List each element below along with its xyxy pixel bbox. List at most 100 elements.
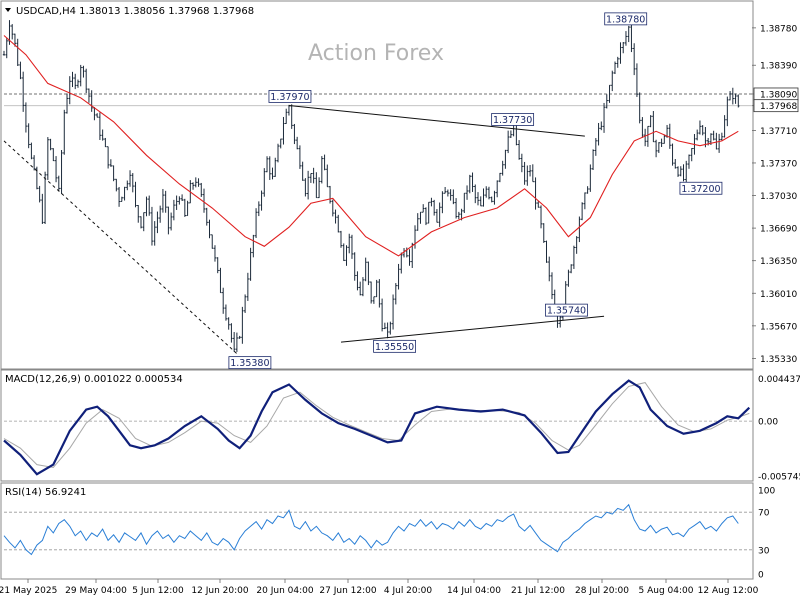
price-tick-label: 1.36010 xyxy=(760,290,797,300)
watermark: Action Forex xyxy=(308,41,444,66)
ohlc-bar xyxy=(30,142,33,160)
ohlc-bar xyxy=(676,166,680,177)
time-tick-label: 28 Jul 20:00 xyxy=(575,586,629,596)
ohlc-bar xyxy=(175,195,178,210)
ohlc-bar xyxy=(567,269,570,287)
moving-average-line xyxy=(3,35,739,257)
svg-text:1.35740: 1.35740 xyxy=(547,306,586,317)
ohlc-bar xyxy=(361,277,365,297)
svg-text:1.37970: 1.37970 xyxy=(270,92,309,103)
price-tick-label: 1.36350 xyxy=(760,257,797,267)
ohlc-bar xyxy=(137,204,140,223)
ohlc-bar xyxy=(16,38,19,66)
ohlc-bar xyxy=(301,161,304,181)
ohlc-bar xyxy=(578,216,581,243)
time-tick-label: 20 Jun 04:00 xyxy=(256,586,313,596)
macd-tick-label: 0.00 xyxy=(758,418,778,428)
ohlc-bar xyxy=(679,166,682,177)
y-axis-labels: 1.38780 1.38390 1.38090 1.37968 1.37710 1.373… xyxy=(752,24,800,581)
ohlc-bar xyxy=(542,223,545,243)
macd-tick-label: -0.005745 xyxy=(758,473,800,483)
ohlc-bar xyxy=(230,323,233,343)
ohlc-bar xyxy=(545,240,548,263)
ohlc-bar xyxy=(630,22,633,53)
ohlc-bar xyxy=(696,129,699,141)
ohlc-bar xyxy=(115,178,118,192)
ohlc-bar xyxy=(457,211,461,220)
ohlc-bar xyxy=(723,115,726,138)
ohlc-bar xyxy=(221,287,225,314)
ohlc-bar xyxy=(611,70,614,92)
ohlc-bar xyxy=(145,196,148,217)
ohlc-bar xyxy=(68,76,71,105)
ohlc-bar xyxy=(205,207,208,226)
ohlc-bar xyxy=(635,63,639,97)
ohlc-bar xyxy=(191,182,195,190)
ohlc-bar xyxy=(57,175,60,192)
svg-text:1.35380: 1.35380 xyxy=(230,358,269,369)
ohlc-bar xyxy=(235,332,239,352)
ohlc-bar xyxy=(76,79,80,88)
ohlc-bar xyxy=(32,155,36,171)
ohlc-bar xyxy=(71,71,74,88)
ohlc-bar xyxy=(5,37,8,59)
ohlc-bar xyxy=(474,184,477,204)
price-tick-label: 1.37030 xyxy=(760,192,797,202)
ohlc-bar xyxy=(613,61,617,74)
ohlc-bar xyxy=(285,108,288,125)
macd-panel xyxy=(0,369,754,482)
ohlc-bar xyxy=(369,281,373,304)
ohlc-bar xyxy=(463,192,466,213)
ohlc-bar xyxy=(737,94,740,108)
ohlc-bar xyxy=(386,322,389,339)
ohlc-bar xyxy=(717,133,721,153)
ohlc-bar xyxy=(372,296,376,304)
time-tick-label: 12 Aug 12:00 xyxy=(698,586,759,596)
ohlc-bar xyxy=(728,91,732,101)
ohlc-bar xyxy=(441,191,444,214)
ohlc-bar xyxy=(19,61,22,80)
ohlc-bar xyxy=(520,153,524,173)
ohlc-bar xyxy=(241,306,244,344)
price-tick-label: 1.37370 xyxy=(760,159,797,169)
ohlc-bar xyxy=(306,170,310,200)
pivot-label: 1.37970 xyxy=(268,90,312,103)
ohlc-bar xyxy=(52,148,55,162)
ohlc-bar xyxy=(167,206,170,235)
svg-text:1.35550: 1.35550 xyxy=(375,342,414,353)
rsi-tick-label: 0 xyxy=(758,571,764,581)
price-panel xyxy=(0,0,754,370)
ohlc-bar xyxy=(148,195,151,216)
ohlc-bar xyxy=(591,149,595,171)
ohlc-bar xyxy=(427,201,430,224)
ohlc-bar xyxy=(309,172,313,183)
price-tick-label: 1.38780 xyxy=(760,24,797,34)
ohlc-bar xyxy=(608,84,611,103)
ohlc-bar xyxy=(506,130,510,154)
ohlc-bar xyxy=(643,128,647,147)
ohlc-bar xyxy=(619,42,622,64)
ohlc-bar xyxy=(186,200,189,217)
rsi-plot xyxy=(3,503,752,556)
ohlc-bar xyxy=(364,257,367,282)
ohlc-bar xyxy=(471,172,474,192)
ohlc-bar xyxy=(90,90,93,112)
price-tick-label: 1.37968 xyxy=(760,102,797,112)
ohlc-bar xyxy=(202,188,206,213)
ohlc-bar xyxy=(158,205,162,223)
ohlc-bar xyxy=(65,93,69,114)
ohlc-bar xyxy=(358,281,362,296)
ohlc-bar xyxy=(734,93,737,104)
collapse-arrow-icon[interactable] xyxy=(5,8,11,12)
ohlc-bar xyxy=(295,136,299,150)
ohlc-bar xyxy=(243,294,247,313)
trendline xyxy=(340,315,605,343)
ohlc-bar xyxy=(348,233,351,254)
ohlc-bar xyxy=(54,156,58,183)
time-tick-label: 5 Jun 12:00 xyxy=(132,586,184,596)
ohlc-bar xyxy=(616,56,619,68)
ohlc-bar xyxy=(353,252,356,281)
ohlc-bar xyxy=(671,143,674,166)
ohlc-bar xyxy=(282,116,285,145)
